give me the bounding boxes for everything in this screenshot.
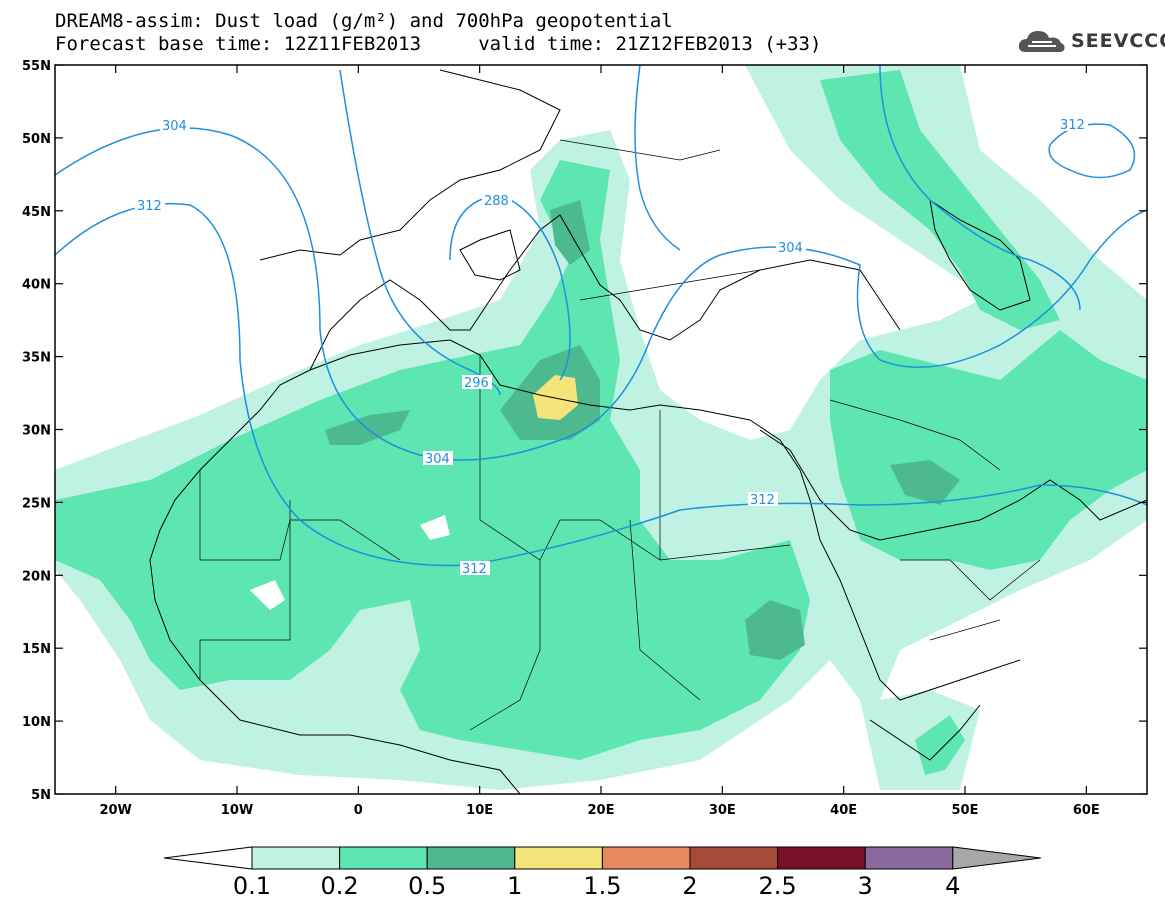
map-title: DREAM8-assim: Dust load (g/m²) and 700hP… — [55, 10, 673, 32]
colorbar-label: 1.5 — [583, 872, 621, 900]
contour-labels: 304 312 288 296 304 312 304 312 312 — [135, 117, 1088, 577]
latitude-axis: 5N 10N 15N 20N 25N 30N 35N 40N 45N 50N 55N — [22, 59, 1147, 803]
colorbar-segment — [689, 846, 779, 870]
lat-tick-label: 40N — [22, 278, 51, 293]
dust-area-dark-4 — [890, 460, 960, 505]
lon-tick-label: 40E — [830, 803, 857, 818]
colorbar-segment — [426, 846, 516, 870]
colorbar-label: 0.1 — [233, 872, 271, 900]
contour-label: 296 — [464, 376, 489, 391]
cloud-icon — [1018, 31, 1065, 52]
colorbar-segment — [864, 846, 954, 870]
dust-area-dark-2 — [325, 410, 410, 445]
contour-304-north — [634, 65, 681, 251]
dust-shading — [55, 65, 1147, 790]
lat-tick-label: 50N — [22, 132, 51, 147]
lon-tick-label: 10W — [221, 803, 253, 818]
contour-label: 312 — [462, 562, 487, 577]
lon-tick-label: 20W — [99, 803, 131, 818]
contour-label: 304 — [778, 241, 803, 256]
lat-tick-label: 35N — [22, 351, 51, 366]
colorbar-label: 0.2 — [321, 872, 359, 900]
dust-free-area-1 — [250, 580, 285, 610]
contour-label: 312 — [750, 493, 775, 508]
contour-label: 304 — [425, 452, 450, 467]
contour-304-west — [55, 127, 1147, 461]
lon-tick-label: 0 — [354, 803, 363, 818]
lon-tick-label: 10E — [466, 803, 493, 818]
lat-tick-label: 10N — [22, 715, 51, 730]
colorbar-segment — [514, 846, 603, 870]
lat-tick-label: 45N — [22, 205, 51, 220]
logo-text: SEEVCCC — [1071, 30, 1165, 52]
dust-area-dark-3 — [745, 600, 805, 660]
dust-area-high — [533, 375, 578, 420]
colorbar-label: 3 — [858, 872, 873, 900]
lat-tick-label: 30N — [22, 424, 51, 439]
lat-tick-label: 15N — [22, 642, 51, 657]
forecast-time: Forecast base time: 12Z11FEB2013 valid t… — [55, 33, 822, 55]
country-borders — [199, 139, 1041, 731]
colorbar-segment — [251, 846, 341, 870]
contour-label: 288 — [484, 194, 509, 209]
contour-label: 312 — [1060, 118, 1085, 133]
contour-304-east — [879, 65, 1081, 311]
lon-tick-label: 60E — [1073, 803, 1100, 818]
colorbar-segment — [777, 846, 866, 870]
lon-tick-label: 30E — [709, 803, 736, 818]
contour-label: 304 — [162, 119, 187, 134]
lon-tick-label: 20E — [588, 803, 615, 818]
dust-area-medium-horn — [915, 715, 965, 775]
colorbar: 0.1 0.2 0.5 1 1.5 2 2.5 3 4 — [163, 846, 1041, 900]
colorbar-label: 2 — [682, 872, 697, 900]
colorbar-segment — [339, 846, 428, 870]
contour-label: 312 — [137, 199, 162, 214]
longitude-axis: 20W 10W 0 10E 20E 30E 40E 50E 60E — [99, 65, 1100, 818]
colorbar-label: 2.5 — [759, 872, 797, 900]
dust-area-medium-east — [830, 330, 1147, 570]
lat-tick-label: 5N — [31, 788, 51, 803]
colorbar-label: 1 — [507, 872, 522, 900]
lon-tick-label: 50E — [952, 803, 979, 818]
dust-free-area-2 — [420, 515, 450, 540]
seevccc-logo: SEEVCCC — [1016, 24, 1165, 58]
colorbar-label: 0.5 — [408, 872, 446, 900]
contour-288 — [449, 194, 571, 381]
colorbar-min-arrow — [163, 846, 253, 870]
coastlines — [149, 69, 1147, 794]
lat-tick-label: 55N — [22, 59, 51, 74]
dust-area-medium-ne — [820, 70, 1060, 330]
colorbar-label: 4 — [945, 872, 960, 900]
colorbar-max-arrow — [952, 846, 1041, 870]
colorbar-segment — [601, 846, 691, 870]
lat-tick-label: 20N — [22, 569, 51, 584]
lat-tick-label: 25N — [22, 496, 51, 511]
